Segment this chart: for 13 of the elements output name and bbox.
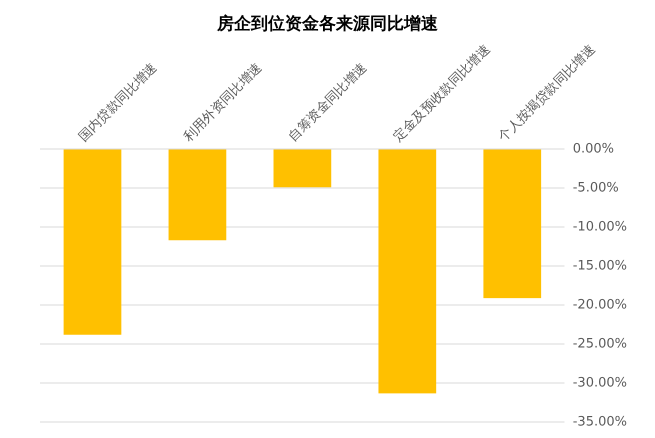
y-tick-label: -35.00% [572, 414, 628, 430]
x-tick-label: 定金及预收款同比增速 [390, 42, 494, 145]
chart-title: 房企到位资金各来源同比增速 [216, 13, 439, 35]
y-tick-label: 0.00% [572, 141, 614, 156]
y-tick-label: -10.00% [572, 219, 628, 234]
y-tick-label: -15.00% [572, 258, 628, 274]
y-tick-label: -5.00% [572, 180, 619, 196]
y-tick-label: -20.00% [572, 297, 628, 312]
y-tick-label: -30.00% [572, 376, 628, 391]
y-tick-label: -25.00% [572, 336, 628, 352]
x-tick-label: 利用外资同比增速 [181, 60, 266, 145]
x-tick-label: 国内贷款同比增速 [76, 60, 160, 145]
x-tick-label: 自筹资金同比增速 [286, 60, 370, 145]
